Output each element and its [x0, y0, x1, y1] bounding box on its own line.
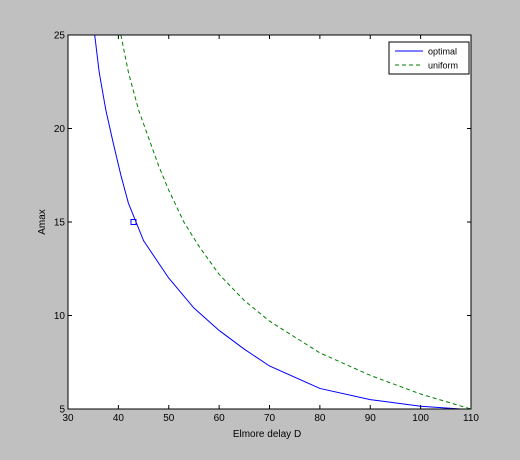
x-axis-label: Elmore delay D — [233, 429, 301, 440]
plot-area: 30 40 50 60 70 80 90 100 110 5 10 15 20 25 — [54, 31, 480, 425]
y-axis-ticks: 5 10 15 20 25 — [54, 31, 471, 416]
marker-layer — [130, 219, 137, 225]
y-tick-label-25: 25 — [54, 31, 66, 42]
x-tick-label-50: 50 — [163, 413, 175, 424]
curves — [94, 34, 472, 410]
y-tick-label-20: 20 — [54, 124, 66, 135]
x-tick-label-40: 40 — [113, 413, 125, 424]
x-tick-label-30: 30 — [62, 413, 74, 424]
x-tick-label-100: 100 — [412, 413, 429, 424]
series-line-uniform — [120, 34, 472, 410]
y-axis-label: Amax — [37, 209, 48, 235]
data-marker-0 — [130, 219, 137, 225]
legend-box — [388, 41, 470, 75]
x-tick-label-110: 110 — [463, 413, 479, 424]
axes-background — [68, 35, 471, 409]
x-tick-label-90: 90 — [365, 413, 377, 424]
x-axis-ticks: 30 40 50 60 70 80 90 100 110 — [62, 35, 479, 424]
y-tick-label-10: 10 — [54, 311, 66, 322]
x-tick-label-60: 60 — [214, 413, 226, 424]
legend: optimal uniform — [388, 41, 470, 75]
x-tick-label-70: 70 — [264, 413, 276, 424]
legend-label-uniform: uniform — [428, 61, 458, 71]
series-line-optimal — [94, 34, 461, 410]
legend-label-optimal: optimal — [428, 47, 457, 57]
y-tick-label-5: 5 — [59, 405, 65, 416]
y-tick-label-15: 15 — [54, 218, 66, 229]
x-tick-label-80: 80 — [314, 413, 326, 424]
